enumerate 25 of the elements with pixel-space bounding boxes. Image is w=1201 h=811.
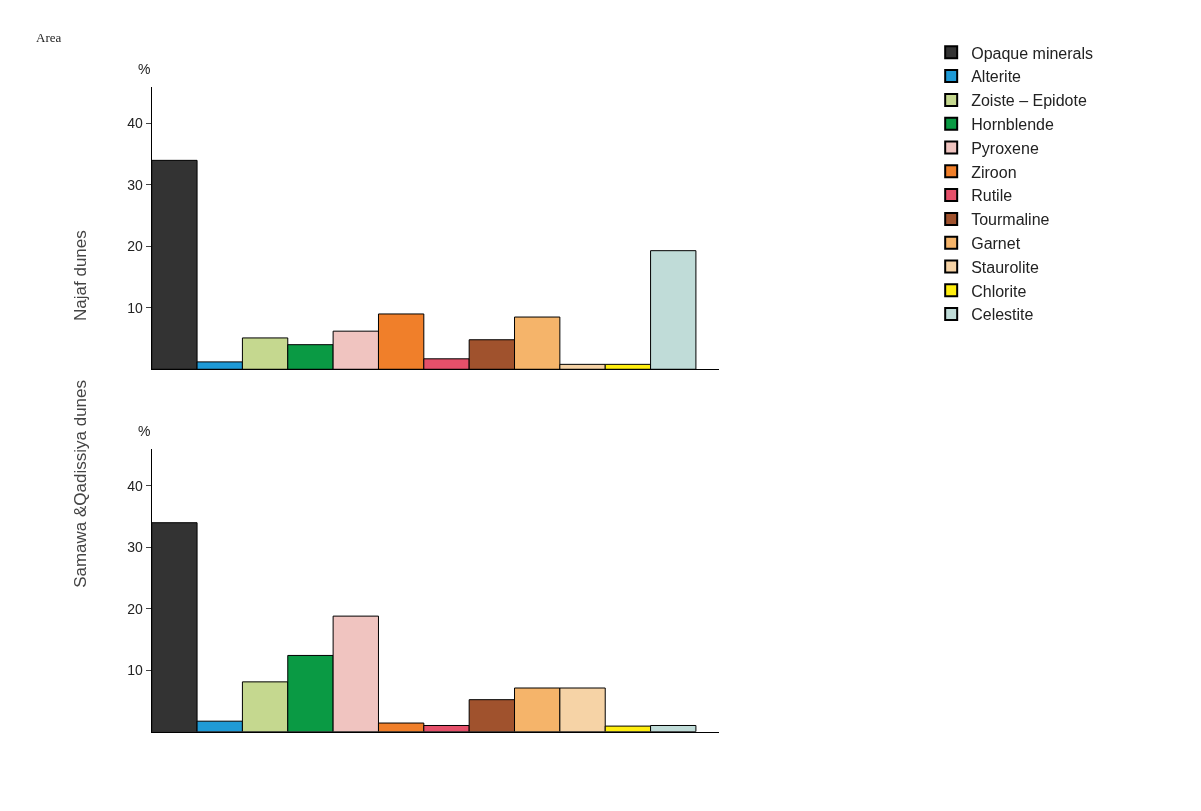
- y-tick-label: 40: [127, 477, 144, 494]
- legend-label: Staurolite: [971, 258, 1039, 276]
- text: Area: [36, 30, 62, 45]
- legend-label: Tourmaline: [971, 211, 1050, 229]
- y-axis-title: %: [138, 61, 151, 77]
- y-tick-label: 30: [127, 539, 144, 556]
- y-tick-label: 20: [127, 238, 144, 255]
- y-tick-label: 40: [127, 115, 144, 132]
- y-axis-title: %: [138, 423, 151, 439]
- legend-label: Garnet: [971, 234, 1021, 252]
- text: Najaf dunes: [71, 230, 91, 321]
- legend-label: Pyroxene: [971, 139, 1039, 157]
- text: Samawa &Qadissiya dunes: [71, 379, 91, 588]
- y-tick-label: 10: [127, 299, 144, 316]
- y-tick-label: 30: [127, 176, 144, 193]
- legend-label: Hornblende: [971, 115, 1055, 133]
- legend-label: Rutile: [971, 187, 1013, 205]
- legend-label: Ziroon: [971, 163, 1017, 181]
- legend-label: Celestite: [971, 306, 1034, 324]
- legend-label: Opaque minerals: [971, 44, 1094, 62]
- legend-label: Alterite: [971, 68, 1022, 86]
- y-tick-label: 10: [127, 662, 144, 679]
- legend-label: Zoiste – Epidote: [971, 92, 1087, 110]
- y-tick-label: 20: [127, 600, 144, 617]
- legend-label: Chlorite: [971, 282, 1027, 300]
